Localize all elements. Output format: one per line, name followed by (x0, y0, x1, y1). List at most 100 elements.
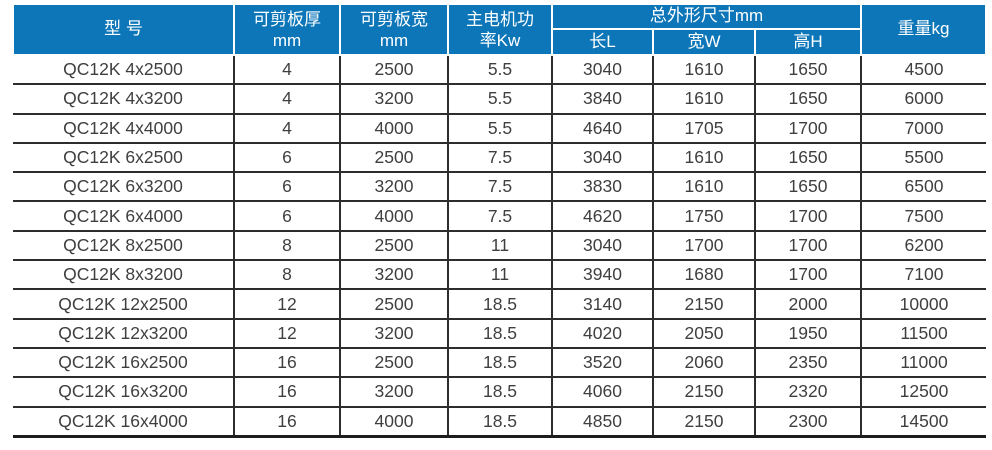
cell-length: 3940 (551, 260, 653, 291)
cell-length: 4850 (551, 406, 653, 438)
cell-length: 3830 (551, 172, 653, 203)
table-row: QC12K 12x3200 12 3200 18.5 4020 2050 1950 11500 (13, 318, 987, 349)
cell-model: QC12K 6x3200 (13, 172, 234, 203)
cell-thickness: 16 (233, 406, 340, 438)
col-header-plate-width-line1: 可剪板宽 (360, 9, 428, 29)
cell-width: 2050 (652, 318, 755, 349)
cell-height: 1950 (753, 318, 862, 349)
cell-height: 2350 (753, 347, 862, 379)
cell-motor-power: 7.5 (447, 201, 552, 232)
cell-thickness: 6 (233, 172, 340, 203)
col-header-height: 高H (753, 28, 863, 56)
table-row: QC12K 8x2500 8 2500 11 3040 1700 1700 6200 (13, 230, 987, 262)
cell-width: 2150 (652, 377, 755, 408)
cell-motor-power: 11 (447, 260, 552, 291)
cell-height: 1700 (753, 201, 862, 232)
cell-thickness: 8 (233, 260, 340, 291)
col-header-motor-power: 主电机功 率Kw (447, 3, 553, 56)
cell-thickness: 4 (233, 55, 340, 86)
cell-width: 1610 (652, 84, 755, 115)
cell-motor-power: 5.5 (447, 84, 552, 115)
cell-model: QC12K 16x2500 (13, 347, 234, 379)
cell-weight: 6500 (860, 172, 987, 203)
cell-model: QC12K 4x4000 (13, 113, 234, 144)
cell-length: 4640 (551, 113, 653, 144)
cell-thickness: 4 (233, 113, 340, 144)
cell-length: 3520 (551, 347, 653, 379)
cell-width: 1680 (652, 260, 755, 291)
cell-motor-power: 18.5 (447, 289, 552, 320)
cell-motor-power: 5.5 (447, 113, 552, 144)
cell-height: 1650 (753, 55, 862, 86)
cell-length: 4020 (551, 318, 653, 349)
col-header-plate-width: 可剪板宽 mm (339, 3, 449, 56)
cell-height: 2320 (753, 377, 862, 408)
cell-height: 1650 (753, 84, 862, 115)
cell-model: QC12K 16x3200 (13, 377, 234, 408)
cell-motor-power: 18.5 (447, 377, 552, 408)
cell-thickness: 12 (233, 289, 340, 320)
cell-thickness: 16 (233, 347, 340, 379)
cell-plate-width: 2500 (339, 347, 448, 379)
table-row: QC12K 6x4000 6 4000 7.5 4620 1750 1700 7500 (13, 201, 987, 232)
cell-motor-power: 5.5 (447, 55, 552, 86)
header-row-main: 型 号 可剪板厚 mm 可剪板宽 mm 主电机功 率Kw 总外形尺寸mm 重量k… (12, 3, 988, 56)
cell-length: 3040 (551, 142, 653, 174)
cell-length: 3140 (551, 289, 653, 320)
cell-width: 1750 (652, 201, 755, 232)
col-header-thickness-line1: 可剪板厚 (253, 9, 321, 29)
col-header-motor-power-line2: 率Kw (479, 30, 521, 50)
col-header-length: 长L (551, 28, 654, 56)
cell-plate-width: 4000 (339, 406, 448, 438)
table-row: QC12K 4x3200 4 3200 5.5 3840 1610 1650 6000 (13, 84, 987, 115)
cell-thickness: 16 (233, 377, 340, 408)
col-header-width: 宽W (652, 28, 756, 56)
table-row: QC12K 16x4000 16 4000 18.5 4850 2150 2300 14500 (13, 406, 987, 438)
cell-thickness: 8 (233, 230, 340, 262)
table-row: QC12K 6x2500 6 2500 7.5 3040 1610 1650 5500 (13, 142, 987, 174)
cell-plate-width: 2500 (339, 289, 448, 320)
table-header: 型 号 可剪板厚 mm 可剪板宽 mm 主电机功 率Kw 总外形尺寸mm 重量k… (12, 3, 988, 56)
cell-weight: 6200 (860, 230, 987, 262)
cell-plate-width: 2500 (339, 142, 448, 174)
cell-thickness: 6 (233, 142, 340, 174)
cell-plate-width: 3200 (339, 172, 448, 203)
table-row: QC12K 16x3200 16 3200 18.5 4060 2150 2320 12500 (13, 377, 987, 408)
cell-plate-width: 2500 (339, 230, 448, 262)
cell-motor-power: 7.5 (447, 142, 552, 174)
cell-weight: 7100 (860, 260, 987, 291)
cell-width: 1610 (652, 172, 755, 203)
cell-length: 3040 (551, 55, 653, 86)
cell-width: 1610 (652, 142, 755, 174)
cell-motor-power: 11 (447, 230, 552, 262)
spec-table: 型 号 可剪板厚 mm 可剪板宽 mm 主电机功 率Kw 总外形尺寸mm 重量k… (12, 3, 988, 438)
col-header-plate-width-unit: mm (379, 30, 409, 50)
cell-weight: 14500 (860, 406, 987, 438)
col-header-dimensions-group: 总外形尺寸mm (550, 3, 863, 30)
header-row-sub: 长L 宽W 高H (13, 28, 986, 56)
cell-plate-width: 4000 (339, 113, 448, 144)
col-header-motor-power-line1: 主电机功 (466, 9, 534, 29)
cell-plate-width: 4000 (339, 201, 448, 232)
cell-length: 3040 (551, 230, 653, 262)
table-row: QC12K 6x3200 6 3200 7.5 3830 1610 1650 6500 (13, 172, 987, 203)
cell-weight: 7500 (860, 201, 987, 232)
cell-weight: 12500 (860, 377, 987, 408)
spec-table-body: QC12K 4x2500 4 2500 5.5 3040 1610 1650 4500 QC12… (13, 55, 987, 438)
cell-width: 2060 (652, 347, 755, 379)
cell-thickness: 12 (233, 318, 340, 349)
cell-weight: 5500 (860, 142, 987, 174)
cell-weight: 4500 (860, 55, 987, 86)
cell-weight: 10000 (860, 289, 987, 320)
cell-weight: 11500 (860, 318, 987, 349)
cell-height: 1700 (753, 113, 862, 144)
cell-width: 1705 (652, 113, 755, 144)
table-row: QC12K 4x4000 4 4000 5.5 4640 1705 1700 7000 (13, 113, 987, 144)
col-header-thickness-unit: mm (272, 30, 302, 50)
cell-model: QC12K 6x4000 (13, 201, 234, 232)
cell-plate-width: 3200 (339, 318, 448, 349)
col-header-thickness: 可剪板厚 mm (233, 3, 341, 56)
cell-length: 3840 (551, 84, 653, 115)
table-row: QC12K 12x2500 12 2500 18.5 3140 2150 2000 10000 (13, 289, 987, 320)
cell-model: QC12K 4x2500 (13, 55, 234, 86)
